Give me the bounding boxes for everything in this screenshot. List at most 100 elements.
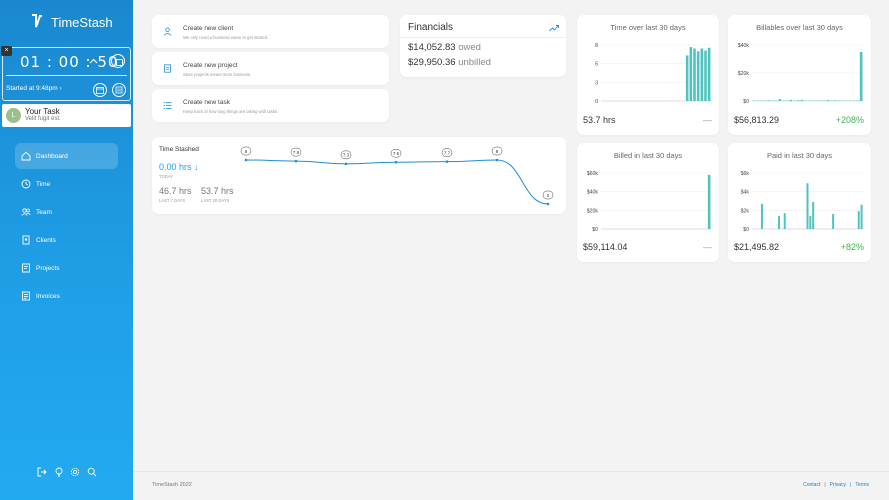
bar: [859, 52, 863, 101]
started-at-link[interactable]: Started at 9:48pm ›: [6, 85, 62, 92]
current-task-card[interactable]: L Your Task Velit fugit est.: [2, 104, 131, 127]
close-timer-button[interactable]: ×: [1, 46, 12, 56]
time-30-days-card: Time over last 30 days 0 3 5 8 53.7 hrs —: [577, 15, 719, 135]
calendar-button[interactable]: [93, 83, 107, 97]
bar: [812, 201, 815, 229]
projects-icon: [22, 263, 30, 273]
y-tick-label: 3: [595, 80, 598, 86]
point-label-bubble: [340, 150, 352, 160]
bar: [696, 51, 700, 101]
stop-timer-button[interactable]: [111, 54, 125, 68]
sidebar-item-label: Team: [36, 208, 52, 216]
owed-label: owed: [458, 42, 481, 53]
today-hours: 0.00 hrs ↓: [159, 162, 199, 172]
point-label: 7.3: [343, 153, 350, 158]
create-project-card[interactable]: Create new project Store projects meant …: [152, 52, 389, 85]
arrow-down-icon: ↓: [194, 162, 199, 172]
bar: [809, 215, 812, 229]
point-label: 7.6: [393, 151, 400, 156]
stat-value: $59,114.04: [583, 242, 628, 252]
sidebar-nav: Dashboard Time Team Clients Projects Inv…: [15, 143, 118, 311]
pause-button[interactable]: [112, 83, 126, 97]
time-stashed-card: Time Stashed 0.00 hrs ↓ TODAY 46.7 hrs L…: [152, 137, 566, 214]
unbilled-amount: $29,950.36: [408, 57, 456, 68]
sidebar-item-dashboard[interactable]: Dashboard: [15, 143, 118, 169]
bar: [832, 214, 835, 229]
sidebar-item-projects[interactable]: Projects: [15, 255, 118, 281]
logo[interactable]: TimeStash: [30, 13, 113, 31]
data-point: [344, 162, 348, 166]
stat-change: +208%: [835, 115, 864, 125]
team-icon: [21, 208, 31, 216]
create-client-card[interactable]: Create new client We only need a busines…: [152, 15, 389, 48]
data-point: [294, 159, 298, 163]
series-line: [245, 159, 549, 205]
document-icon: [164, 64, 171, 73]
data-point: [244, 158, 248, 162]
y-tick-label: $0: [743, 99, 749, 105]
time-stashed-title: Time Stashed: [159, 146, 199, 153]
sidebar-item-time[interactable]: Time: [15, 171, 118, 197]
create-task-card[interactable]: Create new task Keep track of how long t…: [152, 89, 389, 122]
bar: [778, 215, 781, 229]
point-label: 0: [547, 193, 550, 198]
stat-change: —: [703, 115, 712, 125]
financials-card: Financials $14,052.83 owed $29,950.36 un…: [400, 15, 566, 77]
trending-up-icon: [549, 25, 559, 32]
footer-divider: [133, 471, 889, 472]
timer-divider: [6, 75, 127, 76]
last30-value: 53.7 hrs: [201, 186, 234, 196]
y-tick-label: 8: [595, 43, 598, 49]
user-icon: [163, 27, 172, 36]
sidebar-item-label: Invoices: [36, 292, 60, 300]
billed-bar-chart: $0 $20k $40k $60k: [587, 171, 711, 233]
last30-label: LAST 30 DAYS: [201, 198, 230, 203]
contact-link[interactable]: Contact: [803, 482, 821, 488]
logout-icon[interactable]: [37, 467, 47, 477]
divider: [400, 37, 566, 38]
billables-30-days-card: Billables over last 30 days $0 $20k $40k $…: [728, 15, 871, 135]
privacy-link[interactable]: Privacy: [829, 482, 847, 488]
point-label-bubble: [491, 146, 503, 156]
sidebar-item-invoices[interactable]: Invoices: [15, 283, 118, 309]
bar: [778, 99, 782, 101]
bar: [700, 48, 704, 101]
bar: [760, 203, 763, 229]
bar: [857, 211, 860, 229]
bar: [707, 174, 711, 229]
y-tick-label: $0: [743, 227, 749, 233]
bar: [783, 213, 786, 229]
financials-title: Financials: [408, 22, 454, 33]
y-tick-label: $60k: [587, 171, 599, 177]
data-point: [495, 158, 499, 162]
bar: [767, 100, 770, 101]
y-tick-label: $4k: [741, 190, 750, 196]
task-title: Your Task: [25, 107, 60, 116]
data-point: [546, 202, 550, 206]
paid-30-days-card: Paid in last 30 days $0 $2k $4k $6k $21,495…: [728, 143, 871, 262]
terms-link[interactable]: Terms: [855, 482, 869, 488]
timer-display: 01 : 00 : 50: [20, 53, 119, 71]
y-tick-label: $20k: [587, 208, 599, 214]
point-label-bubble: [390, 148, 402, 158]
sidebar-item-team[interactable]: Team: [15, 199, 118, 225]
sidebar-item-clients[interactable]: Clients: [15, 227, 118, 253]
bar: [796, 100, 800, 101]
chart-title: Billables over last 30 days: [756, 23, 843, 32]
stat-value: $21,495.82: [734, 242, 780, 252]
chart-title: Paid in last 30 days: [766, 151, 833, 160]
y-tick-label: $20k: [738, 71, 750, 77]
chevron-up-icon[interactable]: [89, 57, 98, 66]
today-label: TODAY: [159, 174, 174, 179]
quick-action-subtitle: Keep track of how long things are taking…: [183, 109, 279, 114]
time-stashed-line-chart: 8 7.8 7.3 7.6 7.7 8 0: [240, 146, 554, 206]
lightbulb-icon[interactable]: [54, 467, 64, 477]
point-label: 8: [245, 149, 248, 154]
data-point: [394, 160, 398, 164]
footer-separator: |: [850, 482, 852, 488]
chart-title: Time over last 30 days: [610, 23, 686, 32]
point-label-bubble: [441, 148, 453, 157]
logo-icon: [32, 14, 42, 28]
settings-icon[interactable]: [70, 467, 80, 477]
search-icon[interactable]: [87, 467, 97, 477]
